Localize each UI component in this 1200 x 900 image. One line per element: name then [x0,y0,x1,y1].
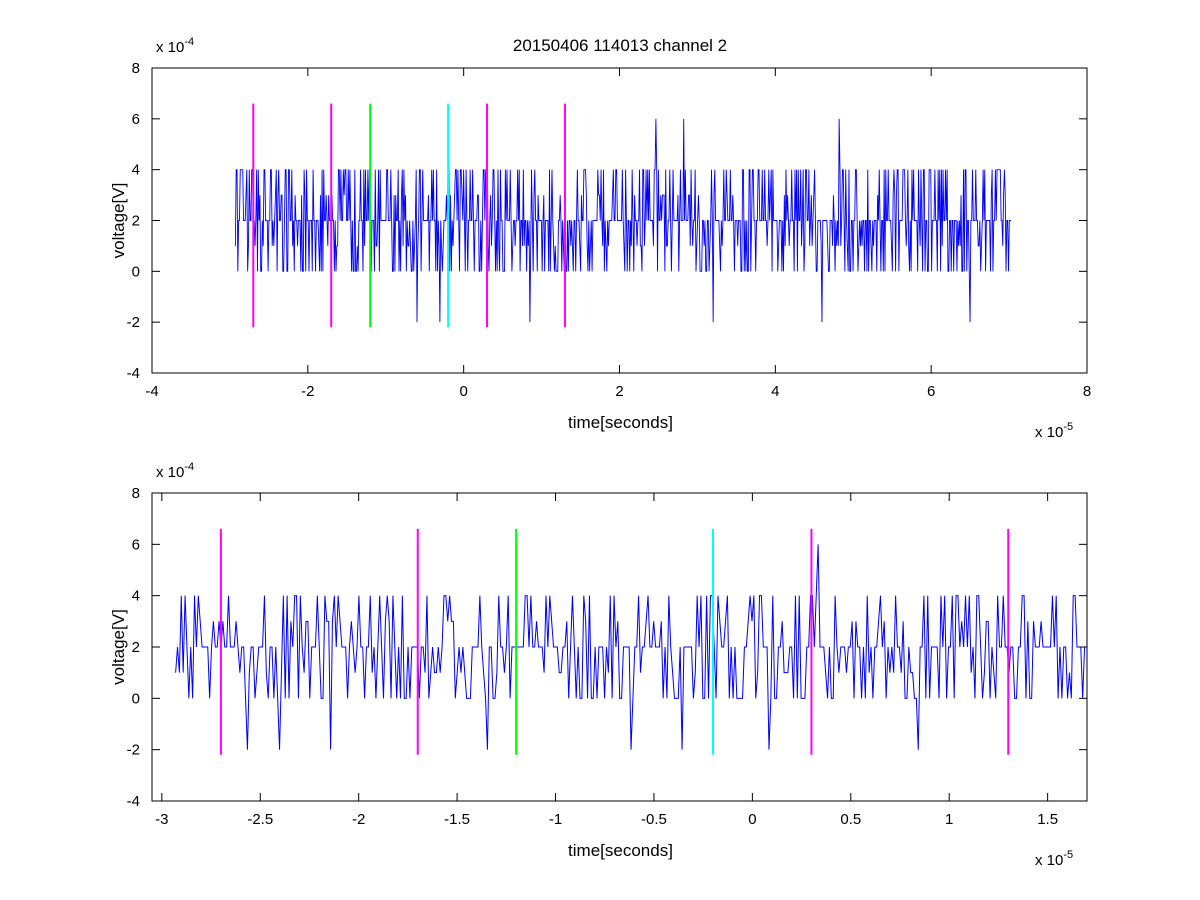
y-tick-label: 2 [132,639,140,656]
y-tick-label: 0 [132,263,140,280]
x-tick-label: -0.5 [641,811,667,828]
y-axis-label: voltage[V] [109,609,128,685]
y-multiplier-exponent: -4 [184,461,194,473]
voltage-trace [234,118,1011,323]
y-multiplier: x 10-4 [156,461,194,481]
x-tick-label: 4 [771,383,779,400]
y-tick-label: -4 [127,365,140,382]
x-tick-label: 0 [748,811,756,828]
x-tick-label: -1.5 [444,811,470,828]
y-multiplier-base: x 10 [156,39,184,56]
y-tick-label: 2 [132,213,140,230]
x-axis-label: time[seconds] [568,413,673,432]
x-axis-label: time[seconds] [568,841,673,860]
x-tick-label: 0.5 [840,811,861,828]
y-tick-label: 8 [132,485,140,502]
y-tick-label: 8 [132,60,140,77]
subplot-top: -4 -2 0 2 4 6 8 -4 -2 0 2 4 6 8 time[seconds] voltage[V… [109,36,1091,441]
y-tick-label: -4 [127,793,140,810]
y-tick-label: -2 [127,314,140,331]
y-tick-label: 4 [132,162,140,179]
y-multiplier: x 10-4 [156,36,194,56]
x-tick-label: 1.5 [1037,811,1058,828]
x-tick-label: -1 [549,811,562,828]
y-tick-label: 0 [132,690,140,707]
x-tick-label: -2 [352,811,365,828]
y-tick-label: 6 [132,536,140,553]
y-tick-label: -2 [127,742,140,759]
y-tick-label: 6 [132,111,140,128]
x-tick-label: 2 [615,383,623,400]
x-tick-label: 6 [927,383,935,400]
x-tick-label: -4 [145,383,158,400]
x-tick-label: 1 [945,811,953,828]
x-multiplier: x 10-5 [1035,421,1073,441]
x-multiplier-base: x 10 [1035,852,1063,869]
x-multiplier: x 10-5 [1035,849,1073,869]
x-tick-label: 8 [1083,383,1091,400]
x-tick-label: -2 [301,383,314,400]
y-tick-label: 4 [132,588,140,605]
voltage-trace [175,544,1087,750]
y-axis-label: voltage[V] [109,183,128,259]
x-multiplier-base: x 10 [1035,424,1063,441]
x-tick-label: -2.5 [247,811,273,828]
x-multiplier-exponent: -5 [1063,849,1073,861]
x-tick-label: -3 [155,811,168,828]
subplot-bottom: -3 -2.5 -2 -1.5 -1 -0.5 0 0.5 1 1.5 -4 -2 0 2 4 6 8 time[… [109,461,1088,869]
x-tick-label: 0 [459,383,467,400]
x-multiplier-exponent: -5 [1063,421,1073,433]
figure-title: 20150406 114013 channel 2 [513,36,727,55]
y-multiplier-base: x 10 [156,464,184,481]
y-multiplier-exponent: -4 [184,36,194,48]
